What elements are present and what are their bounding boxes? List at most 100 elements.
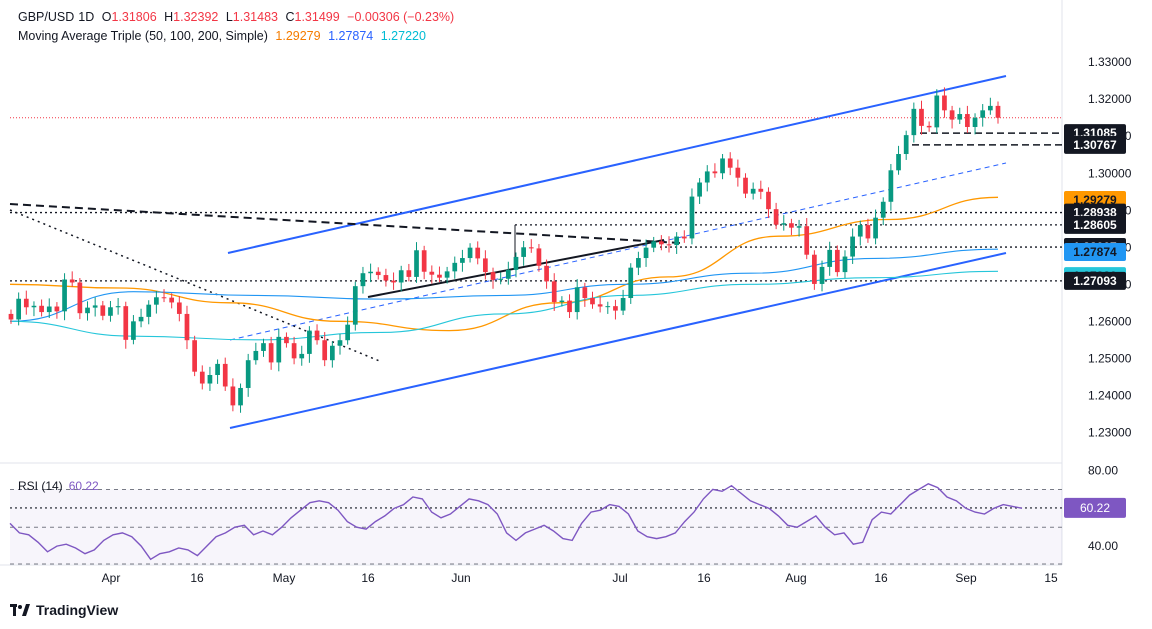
price-badge-label: 1.27093: [1073, 274, 1117, 288]
candle-body: [605, 306, 611, 308]
candle-body: [360, 273, 366, 287]
candle-body: [398, 270, 404, 283]
candle-body: [505, 269, 511, 279]
candle-body: [880, 201, 886, 218]
candle-body: [574, 287, 580, 313]
candle-body: [597, 304, 603, 307]
candle-body: [23, 298, 29, 308]
candle-body: [551, 281, 557, 303]
candle-body: [222, 363, 228, 387]
rsi-last-badge: [1064, 497, 1126, 518]
candle-body: [796, 226, 802, 228]
candle-body: [536, 248, 542, 266]
candle-body: [253, 350, 259, 361]
candle-body: [375, 271, 381, 276]
open-value: 1.31806: [111, 10, 157, 24]
candle-body: [643, 247, 649, 259]
tradingview-icon: [10, 604, 30, 616]
candle-body: [857, 225, 863, 237]
candle-body: [452, 262, 458, 272]
candle-body: [467, 247, 473, 259]
candle-body: [69, 279, 75, 283]
rsi-band: [10, 489, 1062, 565]
low-label: L: [225, 10, 233, 24]
candle-body: [827, 249, 833, 267]
ma50-value: 1.29279: [275, 29, 321, 43]
candle-body: [352, 286, 358, 325]
rsi-tick-label: 80.00: [1088, 464, 1118, 478]
price-badge: [1064, 135, 1126, 154]
interval: 1D: [78, 10, 95, 24]
candle-body: [115, 306, 121, 308]
candle-body: [911, 108, 917, 136]
candle-body: [146, 304, 152, 317]
tradingview-logo[interactable]: TradingView: [10, 602, 118, 618]
candle-body: [62, 279, 67, 312]
candle-body: [819, 266, 825, 284]
candle-body: [460, 258, 465, 263]
price-badge-label: 1.27874: [1073, 245, 1117, 259]
candle-body: [276, 336, 282, 363]
time-tick-label: May: [273, 571, 296, 585]
candle-body: [100, 305, 106, 316]
candle-body: [842, 256, 848, 273]
ma-header: Moving Average Triple (50, 100, 200, Sim…: [18, 29, 430, 43]
descending-dotted-line: [9, 209, 383, 363]
time-tick-label: Apr: [102, 571, 121, 585]
candle-body: [942, 95, 947, 111]
rsi-pane: [9, 483, 1062, 565]
candle-body: [689, 196, 695, 239]
candle-body: [123, 306, 129, 340]
candle-body: [85, 307, 90, 314]
candle-body: [750, 188, 756, 194]
candle-body: [926, 125, 932, 128]
candle-body: [789, 223, 794, 228]
candle-body: [483, 258, 488, 273]
close-label: C: [285, 10, 295, 24]
candle-body: [743, 177, 748, 194]
time-tick-label: Sep: [955, 571, 977, 585]
candle-body: [383, 275, 389, 281]
time-axis: Apr 16 May 16 Jun Jul 16 Aug 16 Sep 15: [102, 571, 1058, 585]
candle-body: [207, 375, 213, 384]
change-value: −0.00306 (−0.23%): [347, 10, 455, 24]
candle-body: [268, 343, 274, 363]
candle-body: [131, 321, 136, 340]
candle-body: [903, 135, 909, 155]
price-badge-label: 1.28605: [1073, 218, 1117, 232]
candle-body: [337, 340, 343, 346]
candle-body: [169, 297, 175, 303]
candle-body: [704, 171, 710, 183]
candle-body: [291, 343, 297, 359]
candle-body: [329, 345, 335, 361]
candle-body: [850, 236, 855, 257]
time-tick-label: Jul: [612, 571, 627, 585]
horizontal-levels: [10, 117, 1062, 282]
candle-body: [184, 313, 190, 341]
price-tick-label: 1.25000: [1088, 351, 1132, 365]
candle-body: [957, 114, 963, 120]
candle-body: [697, 182, 702, 197]
candle-body: [919, 108, 924, 126]
candle-body: [475, 247, 481, 259]
time-tick-label: Jun: [451, 571, 470, 585]
candle-body: [490, 272, 496, 280]
channel-lower-line: [229, 252, 1007, 429]
candle-body: [674, 236, 680, 246]
symbol-header: GBP/USD 1D O1.31806 H1.32392 L1.31483 C1.…: [18, 10, 458, 24]
candle-body: [238, 387, 243, 406]
price-tick-label: 1.23000: [1088, 425, 1132, 439]
candle-body: [528, 247, 534, 249]
price-badge: [1064, 271, 1126, 290]
rsi-line: [9, 483, 1023, 561]
candlesticks: [8, 87, 1001, 413]
brand-name: TradingView: [36, 602, 119, 618]
candle-body: [199, 371, 205, 384]
candle-body: [965, 114, 970, 127]
time-tick-label: 16: [874, 571, 888, 585]
candle-body: [77, 282, 83, 314]
candle-body: [307, 330, 312, 354]
price-tick-label: 1.33000: [1088, 55, 1132, 69]
high-value: 1.32392: [173, 10, 219, 24]
